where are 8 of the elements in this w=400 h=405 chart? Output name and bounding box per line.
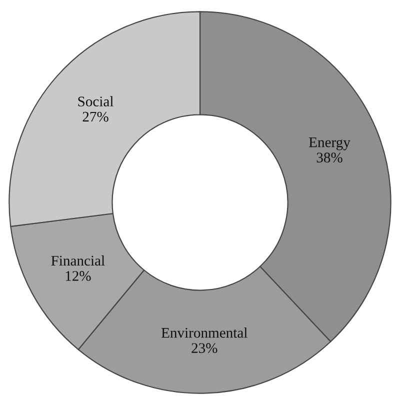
slice-label: Environmental — [161, 327, 248, 338]
data-label: 23% — [192, 343, 218, 354]
data-label: 38% — [316, 152, 342, 163]
slice-label: Social — [78, 96, 114, 106]
data-label: 12% — [66, 271, 91, 281]
data-label: 27% — [82, 112, 108, 122]
slice-label: Energy — [309, 138, 350, 150]
slice-label: Financial — [51, 255, 105, 266]
